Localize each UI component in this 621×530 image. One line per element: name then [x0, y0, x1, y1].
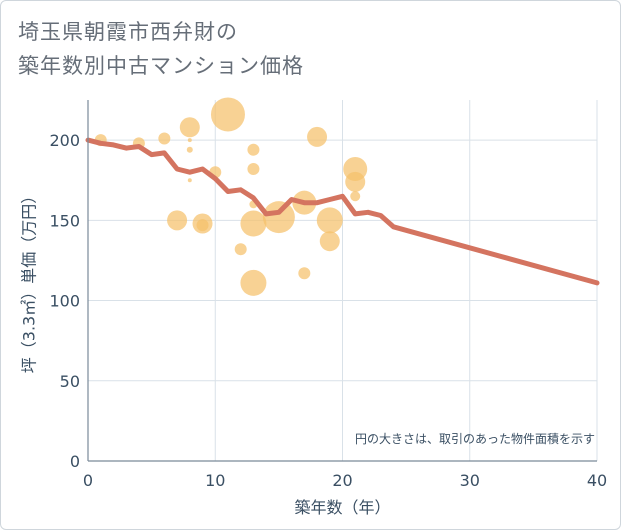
transaction-bubble	[234, 243, 247, 256]
axes: 0 10 20 30 40 0 50 100 150 200	[49, 100, 607, 490]
x-tick-label: 40	[587, 471, 607, 490]
transaction-bubble	[240, 210, 267, 237]
average-price-line	[85, 137, 600, 286]
transaction-bubble	[298, 267, 311, 280]
x-axis-title: 築年数（年）	[294, 498, 390, 517]
chart-title: 埼玉県朝霞市西弁財の 築年数別中古マンション価格	[18, 15, 304, 83]
transaction-bubble	[186, 146, 193, 153]
transaction-bubble	[247, 162, 260, 175]
y-tick-label: 100	[49, 292, 80, 311]
transaction-bubble	[345, 171, 366, 192]
bubble-layer	[94, 97, 368, 296]
transaction-bubble	[247, 143, 260, 156]
y-tick-label: 150	[49, 211, 80, 230]
x-tick-label: 10	[205, 471, 225, 490]
transaction-bubble	[307, 126, 328, 147]
transaction-bubble	[187, 138, 192, 143]
transaction-bubble	[240, 269, 267, 296]
transaction-bubble	[167, 210, 188, 231]
transaction-bubble	[316, 207, 343, 234]
y-tick-label: 200	[49, 131, 80, 150]
bubble-size-note: 円の大きさは、取引のあった物件面積を示す	[355, 431, 595, 446]
transaction-bubble	[158, 132, 171, 145]
transaction-bubble	[319, 231, 340, 252]
y-tick-label: 0	[70, 452, 80, 471]
x-tick-label: 30	[460, 471, 480, 490]
transaction-bubble	[179, 117, 200, 138]
y-tick-label: 50	[60, 372, 80, 391]
y-axis-title: 坪（3.3㎡）単価（万円）	[20, 188, 39, 373]
chart-title-line2: 築年数別中古マンション価格	[18, 54, 304, 78]
chart-title-line1: 埼玉県朝霞市西弁財の	[18, 20, 238, 44]
transaction-bubble	[196, 219, 209, 232]
transaction-bubble	[187, 178, 192, 183]
transaction-bubble	[262, 201, 295, 234]
x-tick-label: 0	[83, 471, 93, 490]
x-tick-label: 20	[332, 471, 352, 490]
transaction-bubble	[350, 191, 361, 202]
transaction-bubble	[210, 97, 245, 132]
